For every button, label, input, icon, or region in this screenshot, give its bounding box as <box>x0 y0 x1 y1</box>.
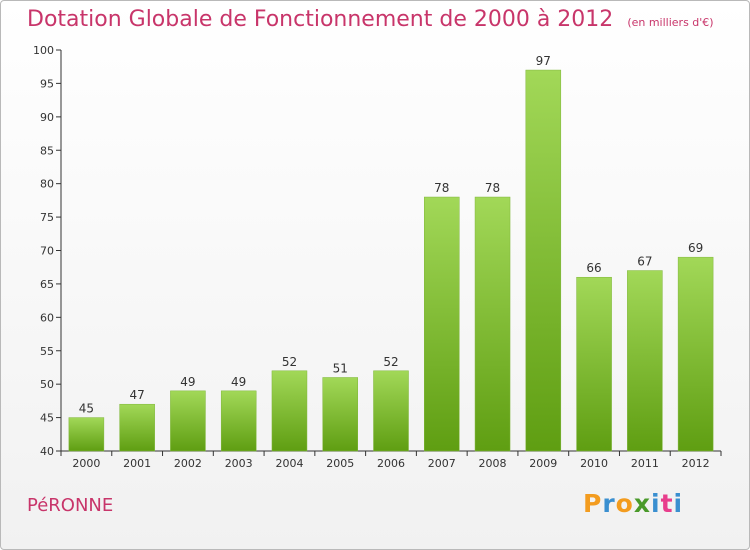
bar <box>373 370 409 452</box>
bar <box>170 390 206 452</box>
bar-value-label: 49 <box>231 375 246 389</box>
y-tick-label: 75 <box>40 211 54 224</box>
title-text: Dotation Globale de Fonctionnement de 20… <box>27 7 614 32</box>
x-tick-label: 2006 <box>377 457 405 470</box>
y-tick-label: 70 <box>40 245 54 258</box>
y-tick-label: 55 <box>40 345 54 358</box>
chart-title: Dotation Globale de Fonctionnement de 20… <box>27 7 714 32</box>
x-tick-label: 2011 <box>631 457 659 470</box>
y-tick-label: 90 <box>40 111 54 124</box>
logo-letter: o <box>615 489 634 518</box>
bar <box>677 256 714 452</box>
bar-value-label: 69 <box>688 241 703 255</box>
x-tick-label: 2008 <box>479 457 507 470</box>
bar-value-label: 49 <box>180 375 195 389</box>
y-tick-label: 100 <box>33 44 54 57</box>
y-tick-label: 40 <box>40 445 54 458</box>
bar <box>576 276 612 452</box>
logo-letter: i <box>651 489 661 518</box>
bar <box>474 196 511 452</box>
title-unit: (en milliers d'€) <box>627 16 714 29</box>
x-tick-label: 2000 <box>72 457 100 470</box>
x-tick-label: 2003 <box>225 457 253 470</box>
logo-letter: t <box>660 489 674 518</box>
bar <box>322 377 358 452</box>
bar-value-label: 97 <box>536 54 551 68</box>
logo-letter: r <box>602 489 616 518</box>
x-tick-label: 2010 <box>580 457 608 470</box>
bar <box>271 370 308 452</box>
bar-value-label: 78 <box>485 181 500 195</box>
bar-value-label: 52 <box>282 355 297 369</box>
proxiti-logo[interactable]: Proxiti <box>583 489 683 518</box>
x-tick-label: 2012 <box>682 457 710 470</box>
logo-letter: P <box>583 489 603 518</box>
bar <box>119 403 155 452</box>
x-tick-label: 2004 <box>275 457 303 470</box>
x-tick-label: 2001 <box>123 457 151 470</box>
bar <box>525 69 562 452</box>
bar <box>68 417 105 452</box>
bar <box>424 196 460 452</box>
y-tick-label: 80 <box>40 178 54 191</box>
y-tick-label: 50 <box>40 378 54 391</box>
bar-value-label: 66 <box>586 261 601 275</box>
city-name: PéRONNE <box>27 495 114 516</box>
bar-value-label: 47 <box>130 388 145 402</box>
x-tick-label: 2007 <box>428 457 456 470</box>
bar <box>627 270 663 452</box>
bar-value-label: 67 <box>637 255 652 269</box>
bar-value-label: 51 <box>333 361 348 375</box>
y-tick-label: 65 <box>40 278 54 291</box>
bar-value-label: 45 <box>79 402 94 416</box>
logo-letter: x <box>633 489 651 518</box>
logo-letter: i <box>673 489 684 518</box>
y-tick-label: 95 <box>40 77 54 90</box>
x-tick-label: 2002 <box>174 457 202 470</box>
y-tick-label: 85 <box>40 144 54 157</box>
x-tick-label: 2005 <box>326 457 354 470</box>
bar-value-label: 78 <box>434 181 449 195</box>
bar-value-label: 52 <box>383 355 398 369</box>
bar <box>220 390 257 452</box>
x-tick-label: 2009 <box>529 457 557 470</box>
y-tick-label: 45 <box>40 412 54 425</box>
y-tick-label: 60 <box>40 311 54 324</box>
